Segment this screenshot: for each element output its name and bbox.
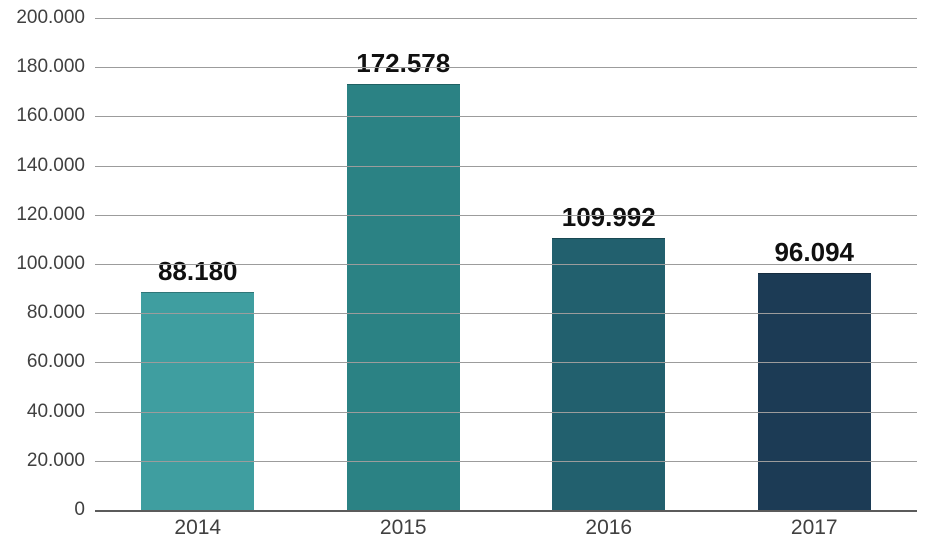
y-tick-label: 0 [74,499,95,521]
grid-line [95,18,917,19]
grid-line [95,166,917,167]
plot-area: 88.180172.578109.99296.094 020.00040.000… [95,18,917,512]
bar-value-label: 109.992 [562,202,656,233]
y-tick-label: 60.000 [27,351,95,373]
bar-value-label: 96.094 [774,237,854,268]
bar-value-label: 88.180 [158,256,238,287]
y-tick-label: 100.000 [16,253,95,275]
grid-line [95,67,917,68]
grid-line [95,264,917,265]
grid-line [95,215,917,216]
x-tick-label: 2014 [174,516,221,540]
y-tick-label: 120.000 [16,204,95,226]
grid-line [95,116,917,117]
bar: 96.094 [758,273,871,510]
bar: 88.180 [141,292,254,510]
grid-line [95,461,917,462]
grid-line [95,412,917,413]
grid-line [95,362,917,363]
x-tick-label: 2016 [585,516,632,540]
y-tick-label: 80.000 [27,302,95,324]
y-tick-label: 140.000 [16,155,95,177]
bar-value-label: 172.578 [356,48,450,79]
x-tick-label: 2017 [791,516,838,540]
bar: 172.578 [347,84,460,510]
y-tick-label: 20.000 [27,450,95,472]
y-tick-label: 180.000 [16,56,95,78]
bar-chart: 88.180 172.578 109.992 96.094 0 20.000 40.000… [0,0,937,556]
grid-line [95,313,917,314]
x-tick-label: 2015 [380,516,427,540]
bar: 109.992 [552,238,665,510]
y-tick-label: 200.000 [16,7,95,29]
y-tick-label: 160.000 [16,105,95,127]
y-tick-label: 40.000 [27,401,95,423]
